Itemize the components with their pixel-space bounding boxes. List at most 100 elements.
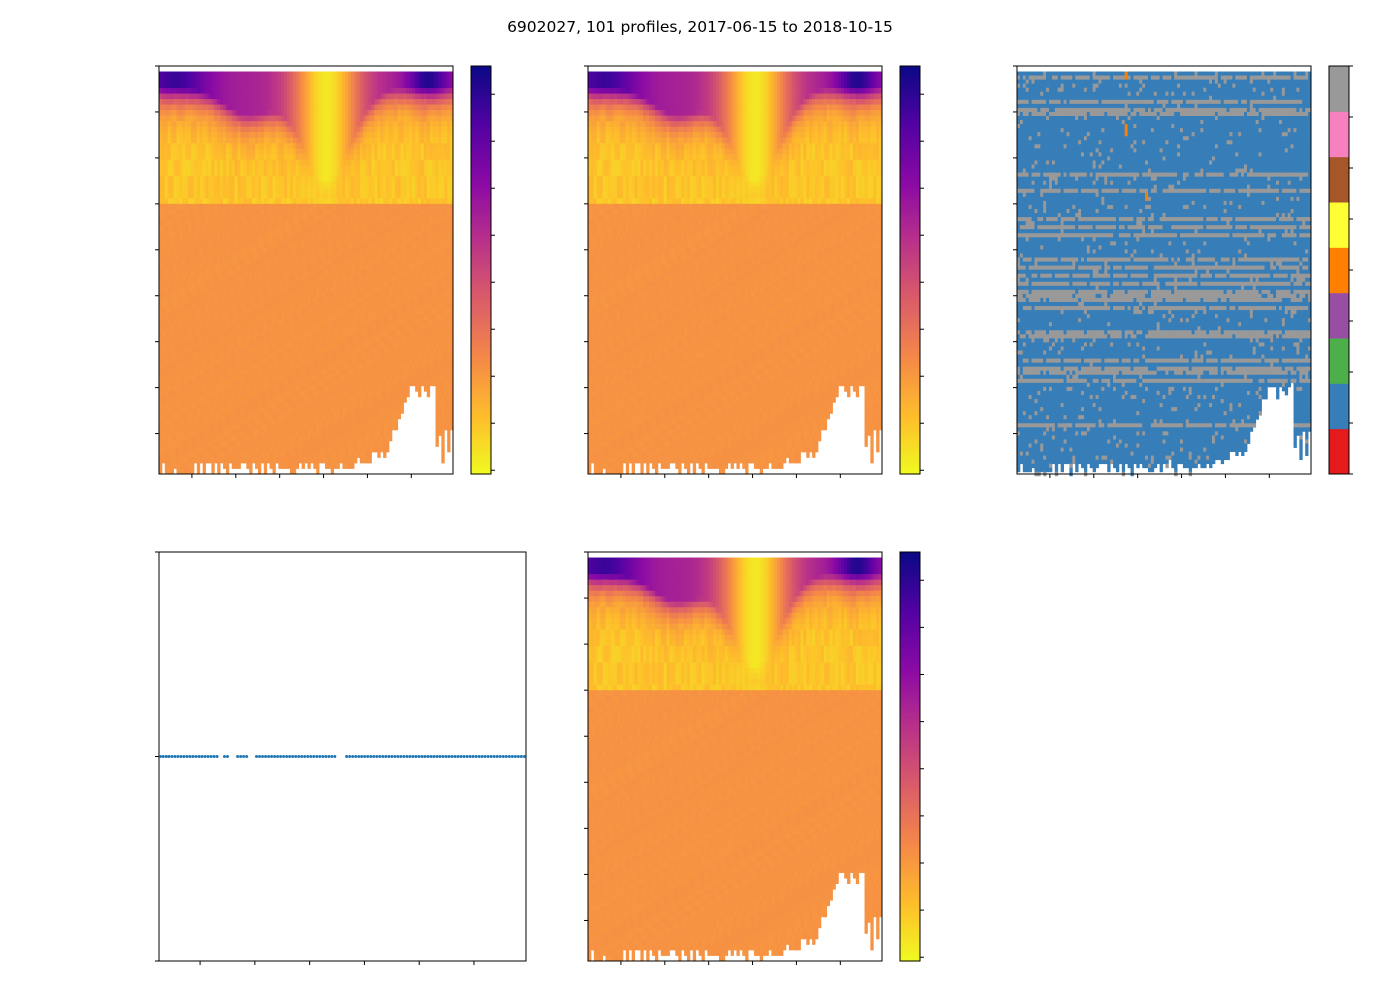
heatmap-cell <box>252 303 256 309</box>
heatmap-cell <box>228 319 233 326</box>
heatmap-cell <box>304 297 308 304</box>
heatmap-cell <box>330 148 335 155</box>
heatmap-cell <box>223 303 227 309</box>
heatmap-cell <box>188 110 192 117</box>
heatmap-cell <box>272 214 276 221</box>
heatmap-cell <box>211 143 215 150</box>
heatmap-cell <box>199 214 204 221</box>
heatmap-cell <box>307 385 311 392</box>
heatmap-cell <box>278 264 282 271</box>
heatmap-cell <box>167 297 172 304</box>
heatmap-cell <box>333 336 337 343</box>
heatmap-cell <box>185 214 189 221</box>
heatmap-cell <box>249 347 253 354</box>
heatmap-cell <box>252 380 256 387</box>
heatmap-cell <box>304 110 308 117</box>
heatmap-cell <box>278 308 282 315</box>
heatmap-cell <box>214 154 218 161</box>
heatmap-cell <box>301 418 305 425</box>
heatmap-cell <box>269 275 273 282</box>
heatmap-cell <box>336 314 340 321</box>
heatmap-cell <box>237 137 241 144</box>
heatmap-cell <box>257 220 262 227</box>
heatmap-cell <box>266 396 271 403</box>
heatmap-cell <box>304 352 308 359</box>
heatmap-cell <box>182 88 186 94</box>
heatmap-cell <box>319 126 323 133</box>
heatmap-cell <box>208 292 212 298</box>
heatmap-cell <box>255 347 259 354</box>
heatmap-cell <box>327 220 332 227</box>
heatmap-cell <box>228 203 233 210</box>
heatmap-cell <box>342 385 346 392</box>
heatmap-cell <box>301 225 305 232</box>
heatmap-cell <box>193 71 198 78</box>
heatmap-cell <box>310 319 314 326</box>
heatmap-cell <box>278 170 282 177</box>
heatmap-cell <box>266 143 271 150</box>
heatmap-cell <box>249 319 253 326</box>
heatmap-cell <box>164 148 169 155</box>
heatmap-cell <box>333 407 337 414</box>
heatmap-cell <box>295 330 300 337</box>
heatmap-cell <box>237 424 241 431</box>
heatmap-cell <box>202 462 206 469</box>
heatmap-cell <box>252 275 256 282</box>
heatmap-cell <box>359 137 364 144</box>
heatmap-cell <box>263 88 268 94</box>
heatmap-cell <box>170 154 174 161</box>
heatmap-cell <box>257 424 262 431</box>
heatmap-cell <box>263 214 268 221</box>
heatmap-cell <box>223 236 227 243</box>
heatmap-cell <box>333 214 337 221</box>
heatmap-cell <box>284 115 288 122</box>
heatmap-cell <box>211 170 215 177</box>
heatmap-cell <box>191 435 195 442</box>
heatmap-cell <box>327 385 332 392</box>
heatmap-cell <box>182 264 186 271</box>
heatmap-cell <box>292 385 297 392</box>
heatmap-cell <box>191 104 195 111</box>
heatmap-cell <box>237 402 241 409</box>
heatmap-cell <box>255 258 259 265</box>
heatmap-cell <box>298 77 303 83</box>
heatmap-cell <box>176 143 180 150</box>
heatmap-cell <box>252 231 256 238</box>
heatmap-cell <box>240 275 244 282</box>
heatmap-cell <box>196 341 201 348</box>
heatmap-cell <box>289 363 294 370</box>
heatmap-cell <box>182 181 186 188</box>
heatmap-cell <box>249 380 253 387</box>
heatmap-cell <box>322 374 326 381</box>
heatmap-cell <box>220 121 224 128</box>
heatmap-cell <box>196 281 201 287</box>
heatmap-cell <box>196 154 201 161</box>
heatmap-cell <box>185 104 189 111</box>
heatmap-cell <box>327 77 332 83</box>
heatmap-cell <box>173 104 177 111</box>
heatmap-cell <box>185 220 189 227</box>
heatmap-cell <box>295 88 300 94</box>
heatmap-cell <box>342 407 346 414</box>
heatmap-cell <box>234 358 238 365</box>
heatmap-cell <box>266 270 271 276</box>
heatmap-cell <box>159 203 163 210</box>
heatmap-cell <box>249 451 253 458</box>
heatmap-cell <box>185 314 189 321</box>
heatmap-cell <box>263 325 268 332</box>
heatmap-cell <box>272 424 276 431</box>
heatmap-cell <box>246 71 250 78</box>
heatmap-cell <box>324 347 329 354</box>
heatmap-cell <box>208 187 212 194</box>
heatmap-cell <box>263 159 268 166</box>
heatmap-cell <box>339 402 343 409</box>
heatmap-cell <box>173 187 177 194</box>
figure-suptitle: 6902027, 101 profiles, 2017-06-15 to 201… <box>507 18 893 36</box>
heatmap-cell <box>319 292 323 298</box>
heatmap-cell <box>327 225 332 232</box>
heatmap-cell <box>208 82 212 89</box>
heatmap-cell <box>289 231 294 238</box>
heatmap-cell <box>281 325 285 332</box>
heatmap-cell <box>269 303 273 309</box>
heatmap-cell <box>191 236 195 243</box>
